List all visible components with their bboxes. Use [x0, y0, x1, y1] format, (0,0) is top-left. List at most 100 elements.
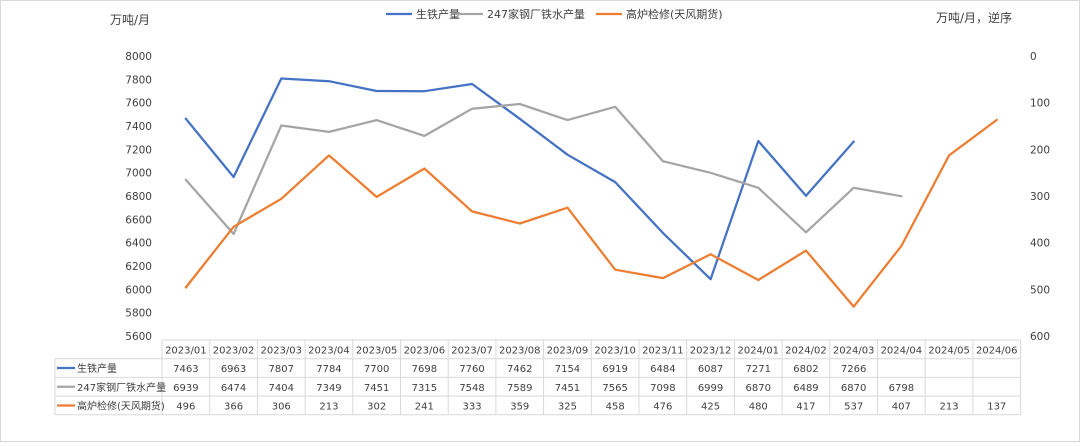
left-tick-label: 6200	[125, 261, 152, 273]
x-tick-label: 2024/05	[928, 345, 970, 356]
x-tick-label: 2024/01	[737, 345, 779, 356]
table-row-label: 247家钢厂铁水产量	[77, 381, 166, 394]
data-label: 7807	[269, 364, 294, 375]
data-label: 7404	[269, 383, 294, 394]
data-label: 6963	[221, 364, 246, 375]
x-tick-label: 2023/03	[260, 345, 302, 356]
data-label: 6802	[793, 364, 818, 375]
series-lines	[184, 77, 998, 308]
right-axis-label: 万吨/月，逆序	[936, 10, 1012, 25]
data-label: 7589	[507, 383, 532, 394]
data-label: 7271	[746, 364, 771, 375]
legend: 生铁产量 247家钢厂铁水产量 高炉检修(天风期货)	[386, 7, 723, 21]
table-row-label: 高炉检修(天风期货)	[77, 399, 165, 412]
data-label: 6999	[698, 383, 723, 394]
data-label: 7462	[507, 364, 532, 375]
legend-label: 247家钢厂铁水产量	[487, 7, 585, 21]
x-tick-label: 2023/07	[451, 345, 493, 356]
data-label: 7698	[412, 364, 437, 375]
data-label: 407	[892, 401, 911, 412]
data-label: 6919	[602, 364, 627, 375]
data-table: 2023/01 2023/02 2023/03 2023/04 2023/05 2023/…	[54, 339, 1022, 416]
right-tick-label: 200	[1030, 144, 1050, 156]
data-label: 476	[653, 401, 672, 412]
data-label: 7463	[173, 364, 198, 375]
data-label: 7451	[555, 383, 580, 394]
x-tick-label: 2023/01	[165, 345, 207, 356]
data-label: 6939	[173, 383, 198, 394]
data-label: 425	[701, 401, 720, 412]
data-label: 213	[940, 401, 959, 412]
data-label: 6474	[221, 383, 246, 394]
left-tick-label: 5600	[125, 331, 152, 343]
left-tick-label: 5800	[125, 308, 152, 320]
right-tick-label: 400	[1030, 238, 1050, 250]
data-label: 6870	[841, 383, 866, 394]
data-label: 7760	[459, 364, 484, 375]
data-label: 537	[844, 401, 863, 412]
table-row-label: 生铁产量	[77, 362, 117, 375]
data-label: 306	[272, 401, 291, 412]
data-label: 7266	[841, 364, 866, 375]
data-label: 7700	[364, 364, 389, 375]
data-label: 137	[987, 401, 1006, 412]
left-tick-label: 7200	[125, 144, 152, 156]
series-line-247	[184, 102, 903, 236]
data-label: 7154	[555, 364, 580, 375]
legend-label: 高炉检修(天风期货)	[626, 7, 723, 21]
x-tick-label: 2023/12	[690, 345, 732, 356]
x-tick-label: 2023/09	[547, 345, 589, 356]
left-tick-label: 6000	[125, 284, 152, 296]
left-tick-label: 6600	[125, 214, 152, 226]
right-axis-ticks: 0 100 200 300 400 500 600	[1030, 51, 1050, 343]
x-tick-label: 2023/04	[308, 345, 350, 356]
right-tick-label: 600	[1030, 331, 1050, 343]
left-tick-label: 7800	[125, 74, 152, 86]
data-label: 6484	[650, 364, 675, 375]
x-tick-label: 2024/03	[833, 345, 875, 356]
data-label: 417	[796, 401, 815, 412]
data-label: 6087	[698, 364, 723, 375]
x-tick-label: 2023/11	[642, 345, 684, 356]
data-label: 7451	[364, 383, 389, 394]
data-label: 7315	[412, 383, 437, 394]
data-label: 213	[319, 401, 338, 412]
left-tick-label: 7400	[125, 121, 152, 133]
left-axis-label: 万吨/月	[110, 13, 150, 27]
x-tick-label: 2023/02	[213, 345, 255, 356]
data-label: 7349	[316, 383, 341, 394]
series-line-series	[184, 77, 855, 281]
left-tick-label: 7600	[125, 98, 152, 110]
data-label: 458	[606, 401, 625, 412]
data-label: 241	[415, 401, 434, 412]
x-tick-label: 2023/06	[404, 345, 446, 356]
legend-label: 生铁产量	[416, 7, 460, 21]
data-label: 6798	[889, 383, 914, 394]
data-label: 7565	[602, 383, 627, 394]
data-label: 7548	[459, 383, 484, 394]
data-label: 359	[510, 401, 529, 412]
data-label: 496	[176, 401, 195, 412]
data-label: 366	[224, 401, 243, 412]
x-tick-label: 2024/06	[976, 345, 1018, 356]
data-label: 325	[558, 401, 577, 412]
x-tick-label: 2023/05	[356, 345, 398, 356]
left-tick-label: 6800	[125, 191, 152, 203]
x-tick-label: 2024/02	[785, 345, 827, 356]
data-label: 7098	[650, 383, 675, 394]
left-tick-label: 8000	[125, 51, 152, 63]
data-label: 480	[749, 401, 768, 412]
data-label: 6870	[746, 383, 771, 394]
x-tick-label: 2023/08	[499, 345, 541, 356]
left-tick-label: 6400	[125, 238, 152, 250]
data-label: 333	[463, 401, 482, 412]
right-tick-label: 100	[1030, 98, 1050, 110]
left-axis-ticks: 5600 5800 6000 6200 6400 6600 6800 7000 7200 7400…	[125, 51, 152, 343]
data-label: 302	[367, 401, 386, 412]
right-tick-label: 500	[1030, 284, 1050, 296]
right-tick-label: 0	[1030, 51, 1037, 63]
series-line-series	[184, 118, 998, 308]
